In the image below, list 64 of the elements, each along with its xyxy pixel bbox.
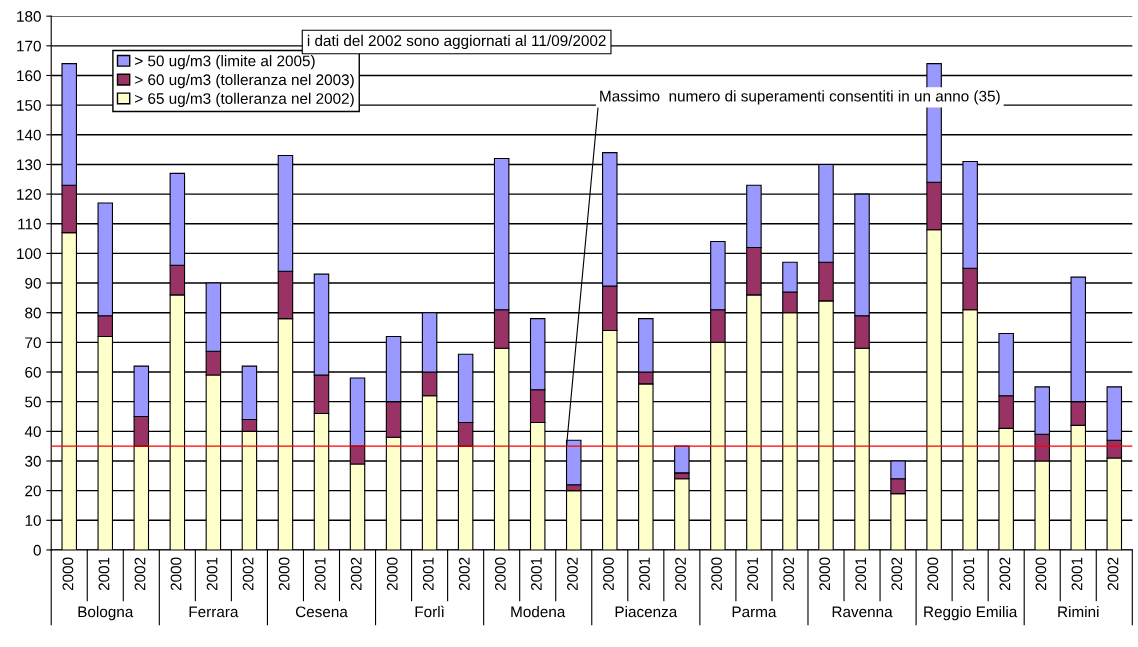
x-tick-label: 2000 bbox=[1035, 557, 1047, 591]
x-tick-label: 2001 bbox=[747, 557, 759, 591]
x-tick-label: 2002 bbox=[458, 557, 470, 591]
text: Bologna bbox=[78, 606, 134, 621]
y-tick-label: 30 bbox=[25, 455, 41, 467]
x-tick-label: 2000 bbox=[927, 557, 939, 591]
x-tick-label: 2000 bbox=[386, 557, 398, 591]
text: Parma bbox=[732, 606, 777, 618]
x-tick-label: 2000 bbox=[494, 557, 506, 591]
ref-line-label: Massimo numero di superamenti consentiti in un anno (35) bbox=[600, 90, 1000, 105]
x-tick-label: 2001 bbox=[314, 557, 326, 591]
legend-label: > 50 ug/m3 (limite al 2005) bbox=[135, 55, 315, 70]
text: Piacenza bbox=[615, 606, 678, 618]
x-tick-label: 2002 bbox=[1107, 557, 1119, 591]
y-tick-label: 40 bbox=[24, 426, 41, 438]
y-tick-label: 110 bbox=[18, 218, 41, 230]
y-tick-label: 80 bbox=[25, 307, 41, 319]
x-tick-label: 2000 bbox=[711, 557, 722, 591]
x-tick-label: 2002 bbox=[891, 557, 903, 591]
x-tick-label: 2002 bbox=[999, 557, 1011, 591]
y-tick-label: 50 bbox=[25, 396, 41, 408]
y-tick-label: 20 bbox=[25, 485, 41, 497]
y-tick-label: 120 bbox=[17, 188, 41, 200]
x-tick-label: 2000 bbox=[62, 557, 74, 591]
y-tick-label: 10 bbox=[25, 515, 41, 526]
y-tick-label: 90 bbox=[25, 277, 41, 289]
x-tick-label: 2002 bbox=[675, 557, 686, 591]
y-tick-label: 150 bbox=[17, 100, 41, 111]
y-tick-label: 180 bbox=[17, 11, 41, 22]
x-tick-label: 2001 bbox=[422, 557, 434, 591]
y-tick-label: 140 bbox=[17, 129, 41, 141]
x-tick-label: 2002 bbox=[350, 557, 362, 591]
y-tick-label: 100 bbox=[17, 248, 41, 260]
x-tick-label: 2001 bbox=[98, 557, 110, 591]
annotation: i dati del 2002 sono aggiornati al 11/09/2002 bbox=[307, 34, 606, 50]
y-tick-label: 160 bbox=[17, 70, 41, 82]
x-tick-label: 2000 bbox=[170, 557, 182, 591]
x-tick-label: 2001 bbox=[206, 557, 218, 591]
y-tick-label: 70 bbox=[25, 337, 41, 349]
x-tick-label: 2002 bbox=[783, 557, 795, 591]
x-tick-label: 2001 bbox=[963, 557, 975, 591]
x-tick-label: 2000 bbox=[819, 557, 831, 591]
text: Cesena bbox=[295, 606, 348, 618]
text: Forlì bbox=[415, 605, 444, 618]
text: Ferrara bbox=[189, 606, 239, 618]
text: Reggio Emilia bbox=[924, 606, 1018, 621]
legend-label: > 60 ug/m3 (tolleranza nel 2003) bbox=[135, 73, 354, 89]
x-tick-label: 2001 bbox=[530, 557, 542, 591]
legend-label: > 65 ug/m3 (tolleranza nel 2002) bbox=[135, 92, 354, 107]
y-tick-label: 170 bbox=[17, 40, 41, 52]
x-tick-label: 2002 bbox=[134, 557, 146, 591]
y-tick-label: 60 bbox=[25, 366, 41, 378]
x-tick-label: 2001 bbox=[639, 557, 650, 591]
y-tick-label: 130 bbox=[17, 159, 41, 171]
x-tick-label: 2001 bbox=[855, 557, 867, 591]
x-tick-label: 2001 bbox=[1071, 557, 1083, 591]
x-tick-label: 2000 bbox=[603, 557, 614, 591]
text: Rimini bbox=[1058, 606, 1099, 618]
y-tick-label: 0 bbox=[33, 544, 41, 556]
x-tick-label: 2002 bbox=[567, 557, 578, 591]
x-tick-label: 2002 bbox=[242, 557, 254, 591]
text: Ravenna bbox=[832, 606, 893, 618]
x-tick-label: 2000 bbox=[278, 557, 290, 591]
text: Modena bbox=[511, 606, 566, 618]
